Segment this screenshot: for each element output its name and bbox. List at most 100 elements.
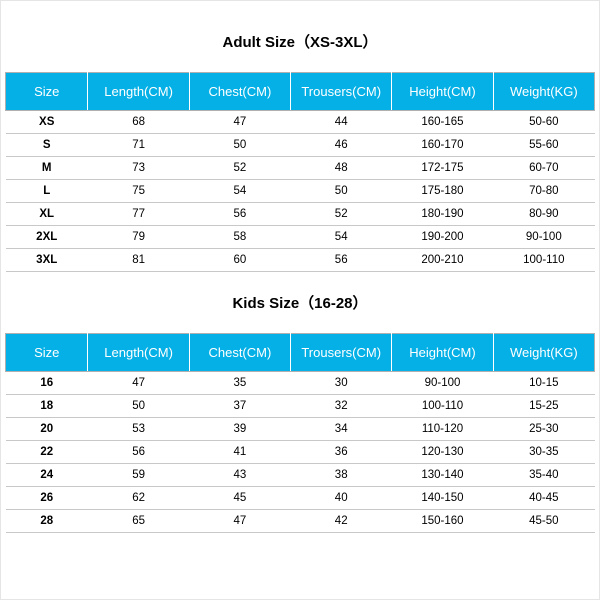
- col-header-length: Length(CM): [88, 73, 189, 111]
- table-cell: 40: [291, 487, 392, 510]
- table-cell: 130-140: [392, 464, 493, 487]
- table-row: 24594338130-14035-40: [6, 464, 595, 487]
- table-cell: 56: [189, 203, 290, 226]
- col-header-trousers: Trousers(CM): [291, 334, 392, 372]
- table-cell: 90-100: [493, 226, 594, 249]
- table-cell: 140-150: [392, 487, 493, 510]
- table-cell: 43: [189, 464, 290, 487]
- table-cell: 55-60: [493, 134, 594, 157]
- table-cell: L: [6, 180, 88, 203]
- table-cell: 15-25: [493, 395, 594, 418]
- table-cell: 36: [291, 441, 392, 464]
- table-cell: 34: [291, 418, 392, 441]
- table-cell: 160-170: [392, 134, 493, 157]
- table-header-row: Size Length(CM) Chest(CM) Trousers(CM) H…: [6, 73, 595, 111]
- table-cell: 175-180: [392, 180, 493, 203]
- table-row: 3XL816056200-210100-110: [6, 249, 595, 272]
- table-row: 2XL795854190-20090-100: [6, 226, 595, 249]
- table-row: XS684744160-16550-60: [6, 111, 595, 134]
- table-cell: 35: [189, 372, 290, 395]
- col-header-height: Height(CM): [392, 334, 493, 372]
- table-cell: 53: [88, 418, 189, 441]
- table-cell: 150-160: [392, 510, 493, 533]
- table-cell: 45: [189, 487, 290, 510]
- table-cell: 42: [291, 510, 392, 533]
- table-row: XL775652180-19080-90: [6, 203, 595, 226]
- table-cell: 26: [6, 487, 88, 510]
- table-cell: 45-50: [493, 510, 594, 533]
- table-row: S715046160-17055-60: [6, 134, 595, 157]
- table-row: 26624540140-15040-45: [6, 487, 595, 510]
- table-row: M735248172-17560-70: [6, 157, 595, 180]
- table-cell: 47: [88, 372, 189, 395]
- table-cell: 54: [291, 226, 392, 249]
- table-cell: 58: [189, 226, 290, 249]
- table-row: L755450175-18070-80: [6, 180, 595, 203]
- table-cell: 32: [291, 395, 392, 418]
- table-cell: 75: [88, 180, 189, 203]
- col-header-size: Size: [6, 334, 88, 372]
- table-cell: 25-30: [493, 418, 594, 441]
- table-cell: 35-40: [493, 464, 594, 487]
- table-cell: 73: [88, 157, 189, 180]
- table-cell: 47: [189, 510, 290, 533]
- table-cell: 50: [291, 180, 392, 203]
- table-cell: XL: [6, 203, 88, 226]
- table-cell: S: [6, 134, 88, 157]
- table-cell: 37: [189, 395, 290, 418]
- table-cell: 52: [189, 157, 290, 180]
- table-cell: 56: [88, 441, 189, 464]
- col-header-chest: Chest(CM): [189, 73, 290, 111]
- kids-section-title: Kids Size（16-28）: [5, 272, 595, 333]
- table-cell: M: [6, 157, 88, 180]
- kids-table-body: 1647353090-10010-1518503732100-11015-252…: [6, 372, 595, 533]
- table-cell: 39: [189, 418, 290, 441]
- adult-table-body: XS684744160-16550-60S715046160-17055-60M…: [6, 111, 595, 272]
- table-cell: 50: [189, 134, 290, 157]
- col-header-height: Height(CM): [392, 73, 493, 111]
- table-cell: 172-175: [392, 157, 493, 180]
- table-cell: 40-45: [493, 487, 594, 510]
- table-cell: 30: [291, 372, 392, 395]
- col-header-weight: Weight(KG): [493, 73, 594, 111]
- table-cell: 54: [189, 180, 290, 203]
- table-cell: 48: [291, 157, 392, 180]
- table-cell: 180-190: [392, 203, 493, 226]
- table-cell: 18: [6, 395, 88, 418]
- table-cell: 65: [88, 510, 189, 533]
- table-row: 18503732100-11015-25: [6, 395, 595, 418]
- table-cell: 2XL: [6, 226, 88, 249]
- size-chart-container: Adult Size（XS-3XL） Size Length(CM) Chest…: [0, 0, 600, 600]
- table-cell: 44: [291, 111, 392, 134]
- table-row: 22564136120-13030-35: [6, 441, 595, 464]
- table-cell: 3XL: [6, 249, 88, 272]
- table-cell: 160-165: [392, 111, 493, 134]
- table-cell: 22: [6, 441, 88, 464]
- table-cell: 50-60: [493, 111, 594, 134]
- table-row: 28654742150-16045-50: [6, 510, 595, 533]
- table-cell: 100-110: [392, 395, 493, 418]
- table-cell: 70-80: [493, 180, 594, 203]
- adult-size-table: Size Length(CM) Chest(CM) Trousers(CM) H…: [5, 72, 595, 272]
- table-cell: 79: [88, 226, 189, 249]
- table-cell: 77: [88, 203, 189, 226]
- kids-size-table: Size Length(CM) Chest(CM) Trousers(CM) H…: [5, 333, 595, 533]
- table-cell: 60-70: [493, 157, 594, 180]
- col-header-chest: Chest(CM): [189, 334, 290, 372]
- table-row: 1647353090-10010-15: [6, 372, 595, 395]
- table-cell: 62: [88, 487, 189, 510]
- table-cell: 110-120: [392, 418, 493, 441]
- table-cell: 80-90: [493, 203, 594, 226]
- table-cell: 100-110: [493, 249, 594, 272]
- table-cell: 60: [189, 249, 290, 272]
- table-cell: 24: [6, 464, 88, 487]
- table-cell: 16: [6, 372, 88, 395]
- col-header-trousers: Trousers(CM): [291, 73, 392, 111]
- col-header-size: Size: [6, 73, 88, 111]
- table-header-row: Size Length(CM) Chest(CM) Trousers(CM) H…: [6, 334, 595, 372]
- table-cell: 59: [88, 464, 189, 487]
- table-cell: 52: [291, 203, 392, 226]
- table-cell: XS: [6, 111, 88, 134]
- table-cell: 90-100: [392, 372, 493, 395]
- col-header-weight: Weight(KG): [493, 334, 594, 372]
